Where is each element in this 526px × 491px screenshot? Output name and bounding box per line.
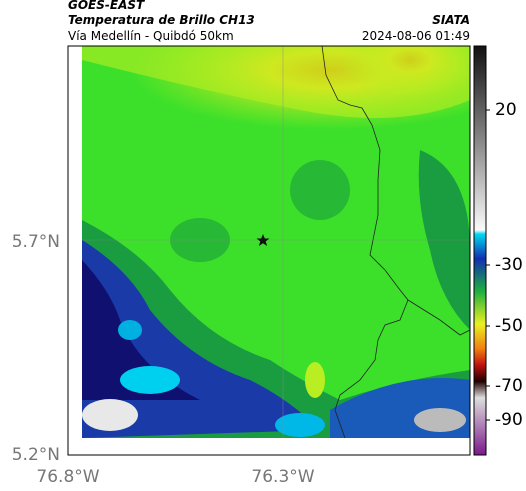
colorbar-tick-label: -70 <box>495 376 523 396</box>
subtitle: Vía Medellín - Quibdó 50km <box>68 29 234 43</box>
colorbar-tick-label: -90 <box>495 410 523 430</box>
lon-label: 76.8°W <box>36 467 99 487</box>
colorbar-tick-label: -50 <box>495 316 523 336</box>
imagery <box>82 46 470 438</box>
colorbar-tick-label: -30 <box>495 255 523 275</box>
lat-label: 5.7°N <box>12 232 60 252</box>
timestamp: 2024-08-06 01:49 <box>362 29 470 43</box>
title: Temperatura de Brillo CH13 <box>68 13 255 27</box>
map-frame <box>67 45 471 456</box>
colorbar <box>473 45 487 456</box>
lat-label: 5.2°N <box>12 445 60 465</box>
border-line <box>321 45 471 439</box>
brand: SIATA <box>432 13 470 27</box>
source: GOES-EAST <box>68 0 145 12</box>
location-marker <box>256 234 270 246</box>
lon-label: 76.3°W <box>251 467 314 487</box>
colorbar-tick-label: 20 <box>495 100 517 120</box>
